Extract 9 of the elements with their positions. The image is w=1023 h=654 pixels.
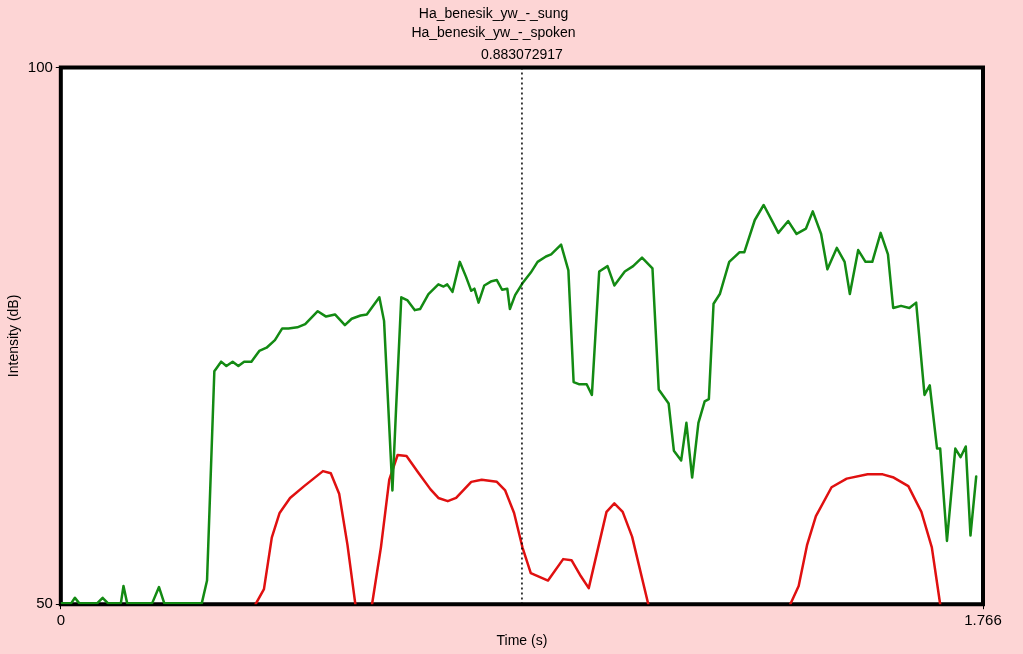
ref-line-label: 0.883072917 (481, 46, 564, 63)
x-tick-label: 1.766 (964, 611, 1002, 629)
y-axis-title: Intensity (dB) (5, 294, 22, 378)
y-tick-label: 50 (36, 594, 53, 612)
chart-subtitle: Ha_benesik_yw_-_spoken (411, 24, 576, 41)
chart-title: Ha_benesik_yw_-_sung (418, 5, 569, 22)
x-axis-title: Time (s) (496, 632, 548, 649)
y-tick-label: 100 (27, 57, 53, 75)
x-tick-label: 0 (56, 611, 65, 629)
